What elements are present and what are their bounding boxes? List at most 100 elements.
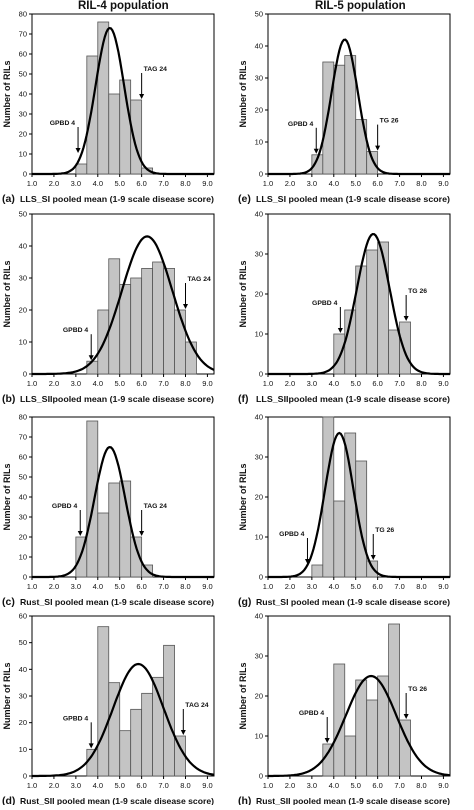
x-tick-label: 1.0 bbox=[27, 582, 37, 591]
y-tick-label: 50 bbox=[255, 10, 263, 19]
x-tick-label: 3.0 bbox=[307, 582, 317, 591]
y-axis-label: Number of RILs bbox=[2, 60, 12, 127]
y-tick-label: 0 bbox=[23, 573, 27, 582]
x-tick-label: 3.0 bbox=[71, 582, 81, 591]
histogram-bar bbox=[130, 536, 143, 578]
x-tick-label: 3.0 bbox=[71, 781, 81, 790]
annotation-label: GPBD 4 bbox=[299, 710, 325, 717]
histogram-panel: 1.0 2.0 3.0 4.0 5.0 6.0 7.0 8.0 9.0 0 10 20 30 40 Numb… bbox=[238, 413, 451, 608]
y-tick-label: 20 bbox=[255, 692, 263, 701]
x-tick-label: 6.0 bbox=[136, 179, 146, 188]
x-tick-label: 2.0 bbox=[285, 582, 295, 591]
annotation-label: GPBD 4 bbox=[63, 715, 89, 722]
histogram-bar bbox=[141, 267, 154, 375]
panel-letter: (f) bbox=[238, 393, 249, 405]
x-tick-label: 2.0 bbox=[285, 379, 295, 388]
histogram-bar bbox=[130, 99, 143, 175]
normal-curve bbox=[268, 431, 450, 579]
x-tick-label: 9.0 bbox=[202, 179, 212, 188]
x-tick-label: 1.0 bbox=[27, 379, 37, 388]
y-tick-label: 0 bbox=[23, 772, 27, 781]
y-tick-label: 30 bbox=[255, 453, 263, 462]
normal-curve bbox=[32, 445, 214, 579]
column-title-ril5: RIL-5 population bbox=[315, 0, 406, 12]
histogram-bar bbox=[119, 283, 132, 375]
y-tick-label: 20 bbox=[19, 130, 27, 139]
y-axis-label: Number of RILs bbox=[238, 60, 248, 127]
x-tick-label: 1.0 bbox=[27, 781, 37, 790]
y-tick-label: 50 bbox=[19, 638, 27, 647]
x-tick-label: 4.0 bbox=[329, 179, 339, 188]
normal-curve bbox=[268, 232, 450, 376]
column-title-ril4: RIL-4 population bbox=[78, 0, 169, 12]
histogram-bar bbox=[366, 151, 379, 175]
x-tick-label: 2.0 bbox=[285, 179, 295, 188]
x-tick-label: 6.0 bbox=[372, 179, 382, 188]
annotation-arrowhead bbox=[75, 148, 81, 153]
x-tick-label: 1.0 bbox=[27, 179, 37, 188]
y-tick-label: 10 bbox=[255, 732, 263, 741]
y-tick-label: 30 bbox=[255, 652, 263, 661]
x-tick-label: 5.0 bbox=[114, 179, 124, 188]
x-tick-label: 5.0 bbox=[350, 582, 360, 591]
normal-curve bbox=[268, 38, 450, 176]
x-tick-label: 8.0 bbox=[180, 179, 190, 188]
panel-letter: (b) bbox=[2, 393, 15, 405]
annotation-arrowhead bbox=[139, 531, 145, 536]
x-tick-label: 1.0 bbox=[263, 781, 273, 790]
y-tick-label: 30 bbox=[19, 110, 27, 119]
annotation-arrowhead bbox=[337, 328, 343, 333]
histogram-bar bbox=[130, 277, 143, 375]
histogram-panel: 1.0 2.0 3.0 4.0 5.0 6.0 7.0 8.0 9.0 0 10 20 30 40 50 60… bbox=[2, 612, 215, 807]
annotation-arrowhead bbox=[313, 148, 319, 154]
x-tick-label: 3.0 bbox=[307, 179, 317, 188]
y-tick-label: 20 bbox=[255, 290, 263, 299]
annotation-arrowhead bbox=[324, 738, 330, 743]
y-tick-label: 10 bbox=[19, 553, 27, 562]
normal-curve bbox=[32, 662, 215, 778]
normal-curve bbox=[268, 674, 451, 778]
x-tick-label: 2.0 bbox=[49, 582, 59, 591]
x-tick-label: 1.0 bbox=[263, 379, 273, 388]
annotation-label: TAG 24 bbox=[144, 503, 168, 510]
x-tick-label: 5.0 bbox=[114, 781, 124, 790]
x-tick-label: 5.0 bbox=[350, 379, 360, 388]
x-axis-label: Rust_SII pooled mean (1-9 scale disease … bbox=[20, 797, 214, 805]
histogram-bar bbox=[108, 93, 121, 175]
x-tick-label: 8.0 bbox=[416, 781, 426, 790]
x-tick-label: 6.0 bbox=[136, 781, 146, 790]
x-tick-label: 3.0 bbox=[71, 379, 81, 388]
annotation-arrowhead bbox=[88, 355, 94, 361]
y-tick-label: 40 bbox=[19, 242, 27, 251]
annotation-arrowhead bbox=[182, 304, 188, 309]
annotation-label: TAG 24 bbox=[185, 702, 209, 709]
x-tick-label: 7.0 bbox=[394, 379, 404, 388]
annotation-label: GPBD 4 bbox=[63, 327, 89, 334]
histogram-bar bbox=[355, 460, 368, 578]
y-tick-label: 10 bbox=[255, 533, 263, 542]
y-axis-label: Number of RILs bbox=[238, 662, 248, 729]
x-tick-label: 2.0 bbox=[49, 781, 59, 790]
y-tick-label: 70 bbox=[19, 30, 27, 39]
x-tick-label: 2.0 bbox=[49, 379, 59, 388]
y-tick-label: 0 bbox=[259, 370, 263, 379]
y-tick-label: 60 bbox=[19, 453, 27, 462]
x-tick-label: 1.0 bbox=[263, 582, 273, 591]
annotation-arrowhead bbox=[139, 94, 145, 99]
x-tick-label: 8.0 bbox=[416, 582, 426, 591]
histogram-bar bbox=[185, 341, 197, 375]
annotation-label: GPBD 4 bbox=[52, 503, 78, 510]
y-tick-label: 50 bbox=[19, 210, 27, 219]
annotation-label: GPBD 4 bbox=[312, 300, 338, 307]
histogram-bar bbox=[119, 730, 132, 777]
y-tick-label: 30 bbox=[19, 513, 27, 522]
x-tick-label: 4.0 bbox=[329, 379, 339, 388]
histogram-panel: 1.0 2.0 3.0 4.0 5.0 6.0 7.0 8.0 9.0 0 10 20 30 40 Numb… bbox=[238, 210, 451, 405]
y-tick-label: 0 bbox=[23, 170, 27, 179]
x-tick-label: 7.0 bbox=[394, 781, 404, 790]
x-tick-label: 4.0 bbox=[93, 179, 103, 188]
x-tick-label: 7.0 bbox=[158, 179, 168, 188]
annotation-arrowhead bbox=[370, 555, 376, 560]
